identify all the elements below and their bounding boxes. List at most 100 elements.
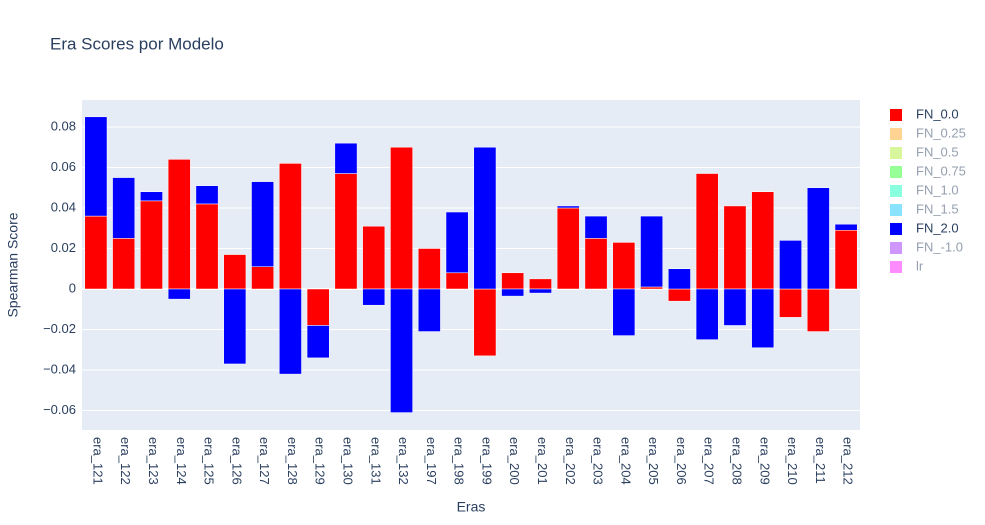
- x-tick-label: era_210: [785, 437, 800, 485]
- bar: [695, 173, 719, 290]
- bar: [501, 288, 525, 297]
- bar: [640, 215, 663, 288]
- legend-label[interactable]: FN_0.25: [916, 125, 966, 140]
- chart-title: Era Scores por Modelo: [50, 34, 224, 53]
- legend-label[interactable]: FN_0.5: [916, 144, 959, 159]
- bar: [668, 288, 691, 302]
- x-tick-label: era_207: [702, 437, 717, 485]
- bar: [806, 288, 830, 332]
- bar: [751, 288, 775, 349]
- x-axis-title: Eras: [457, 499, 486, 515]
- legend-swatch[interactable]: [890, 185, 902, 197]
- legend-swatch[interactable]: [890, 204, 902, 216]
- x-tick-label: era_201: [535, 437, 550, 485]
- x-tick-label: era_211: [813, 437, 828, 484]
- y-tick-label: 0: [69, 280, 76, 295]
- bar: [473, 146, 497, 290]
- legend-swatch[interactable]: [890, 147, 902, 159]
- bar: [167, 159, 191, 290]
- bar: [223, 254, 247, 290]
- x-tick-label: era_212: [841, 437, 856, 485]
- legend-swatch[interactable]: [890, 166, 902, 178]
- bar: [334, 173, 358, 290]
- legend-swatch[interactable]: [890, 242, 902, 254]
- x-tick-label: era_199: [479, 437, 494, 485]
- bar: [723, 205, 747, 290]
- bar: [279, 288, 302, 375]
- bar: [112, 177, 136, 239]
- bar: [473, 288, 497, 357]
- bar: [306, 288, 330, 326]
- y-tick-label: 0.06: [51, 159, 76, 174]
- x-tick-label: era_122: [118, 437, 133, 485]
- x-tick-label: era_209: [757, 437, 772, 485]
- x-tick-label: era_198: [452, 437, 467, 485]
- y-axis-title: Spearman Score: [5, 212, 21, 317]
- bar: [140, 191, 163, 202]
- legend-swatch[interactable]: [890, 109, 902, 121]
- x-tick-label: era_206: [674, 437, 689, 485]
- x-tick-label: era_124: [174, 437, 189, 485]
- x-tick-label: era_130: [341, 437, 356, 485]
- bar: [334, 142, 358, 174]
- legend-swatch[interactable]: [890, 223, 902, 235]
- bar: [529, 288, 552, 294]
- x-tick-label: era_204: [618, 437, 633, 485]
- bar: [306, 325, 330, 359]
- bar: [834, 230, 858, 290]
- legend-label[interactable]: FN_-1.0: [916, 239, 963, 254]
- legend-label[interactable]: FN_2.0: [916, 220, 959, 235]
- bar: [723, 288, 747, 326]
- y-tick-label: −0.06: [43, 402, 76, 417]
- x-tick-label: era_205: [646, 437, 661, 485]
- bar: [806, 187, 830, 290]
- x-tick-label: era_131: [368, 437, 383, 485]
- x-tick-label: era_126: [229, 437, 244, 485]
- x-tick-label: era_208: [730, 437, 745, 485]
- bar: [84, 215, 108, 290]
- bar: [612, 288, 636, 336]
- bar: [584, 238, 608, 290]
- bar: [195, 203, 219, 290]
- x-tick-label: era_125: [202, 437, 217, 485]
- bar: [668, 268, 691, 290]
- x-tick-label: era_203: [591, 437, 606, 485]
- bar: [779, 240, 802, 290]
- bar: [112, 238, 136, 290]
- bar: [362, 288, 386, 306]
- bar: [695, 288, 719, 340]
- x-tick-label: era_200: [507, 437, 522, 485]
- bar: [251, 181, 274, 267]
- bar: [167, 288, 191, 300]
- y-tick-label: −0.04: [43, 361, 76, 376]
- x-tick-label: era_127: [257, 437, 272, 485]
- bar: [501, 272, 525, 290]
- legend-label[interactable]: FN_1.5: [916, 201, 959, 216]
- y-tick-label: 0.08: [51, 118, 76, 133]
- legend-label[interactable]: FN_0.75: [916, 163, 966, 178]
- y-tick-label: 0.02: [51, 240, 76, 255]
- x-tick-label: era_129: [313, 437, 328, 485]
- bar: [195, 185, 219, 205]
- x-tick-label: era_121: [90, 437, 105, 485]
- legend-swatch[interactable]: [890, 261, 902, 273]
- x-tick-label: era_132: [396, 437, 411, 485]
- legend-swatch[interactable]: [890, 128, 902, 140]
- bar: [84, 116, 108, 217]
- legend-label[interactable]: FN_1.0: [916, 182, 959, 197]
- y-tick-label: −0.02: [43, 321, 76, 336]
- legend-label[interactable]: FN_0.0: [916, 106, 959, 121]
- bar: [640, 286, 663, 290]
- bar: [417, 248, 441, 290]
- legend-label[interactable]: lr: [916, 258, 924, 273]
- bar: [223, 288, 247, 365]
- bar: [251, 266, 274, 290]
- bar: [779, 288, 802, 318]
- x-tick-label: era_202: [563, 437, 578, 485]
- x-tick-label: era_128: [285, 437, 300, 485]
- bar: [140, 200, 163, 290]
- x-tick-label: era_123: [146, 437, 161, 485]
- bar: [556, 207, 580, 290]
- bar: [612, 242, 636, 290]
